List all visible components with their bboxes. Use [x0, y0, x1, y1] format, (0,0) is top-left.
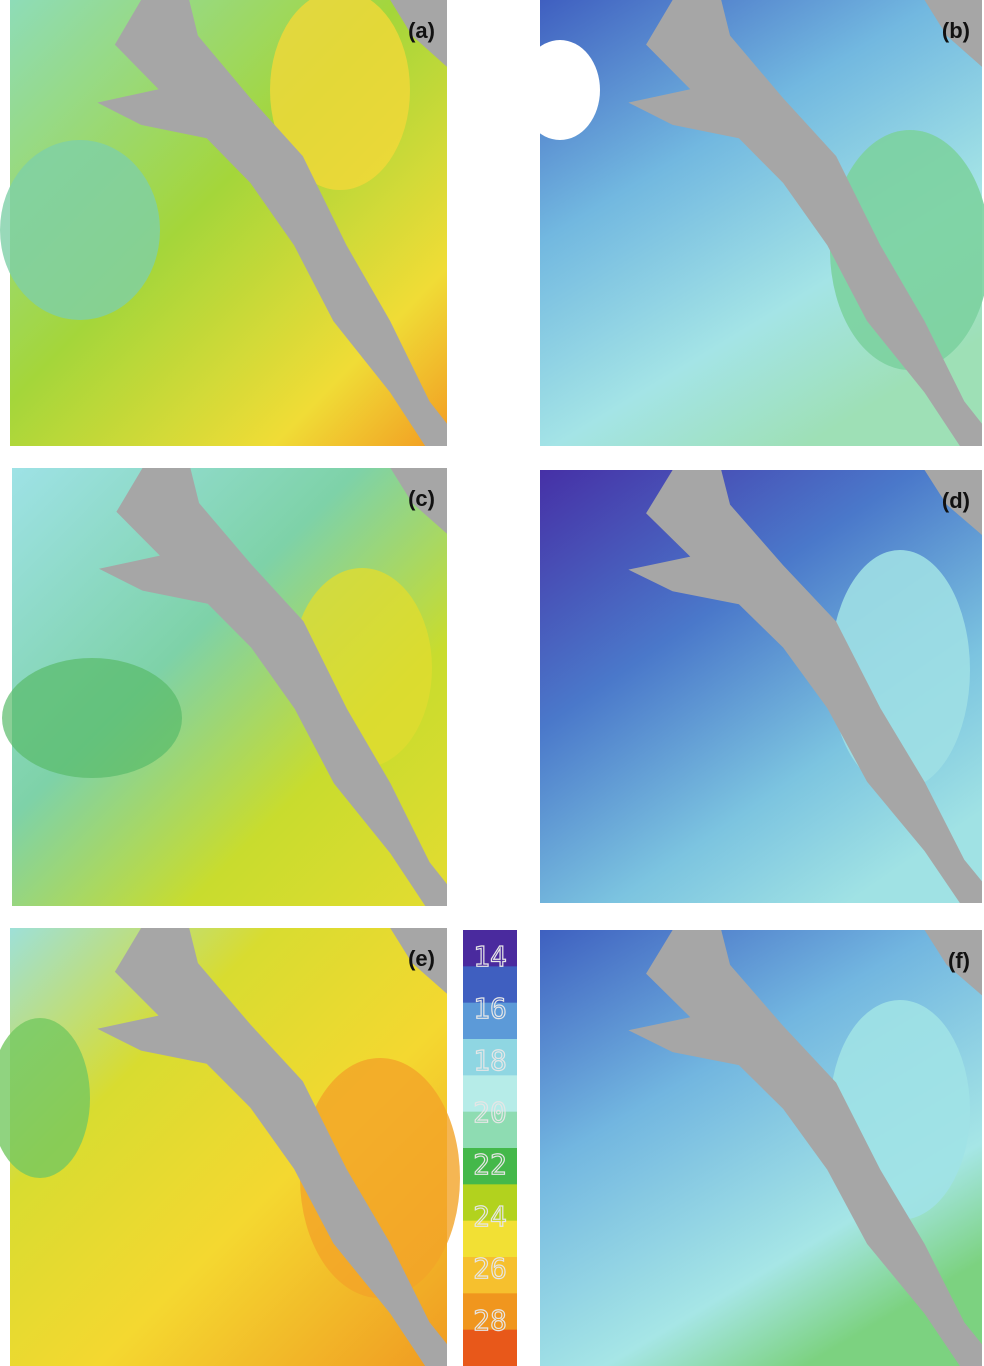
colorbar-label: 22: [473, 1148, 507, 1181]
panel-label: (e): [408, 946, 435, 971]
panel-b: (b): [520, 0, 984, 446]
colorbar-label: 26: [473, 1252, 507, 1285]
panel-f: (f): [540, 930, 982, 1366]
panel-e: (e): [0, 928, 460, 1366]
colorbar: 14 16 18 20 22 24 26 28: [463, 930, 517, 1366]
panel-c: (c): [2, 468, 447, 906]
colorbar-label: 24: [473, 1200, 507, 1233]
panel-a: (a): [0, 0, 447, 446]
colorbar-label: 18: [473, 1044, 507, 1077]
figure: (a) (b) (c) (d) (e) (f) 14 16 18 20 22 24 26 28: [0, 0, 984, 1366]
panel-label: (f): [948, 948, 970, 973]
colorbar-label: 28: [473, 1304, 507, 1337]
panel-label: (a): [408, 18, 435, 43]
panel-label: (c): [408, 486, 435, 511]
panel-label: (b): [942, 18, 970, 43]
panel-label: (d): [942, 488, 970, 513]
colorbar-label: 20: [473, 1096, 507, 1129]
colorbar-label: 14: [473, 940, 507, 973]
panel-d: (d): [540, 470, 982, 903]
colorbar-label: 16: [473, 992, 507, 1025]
